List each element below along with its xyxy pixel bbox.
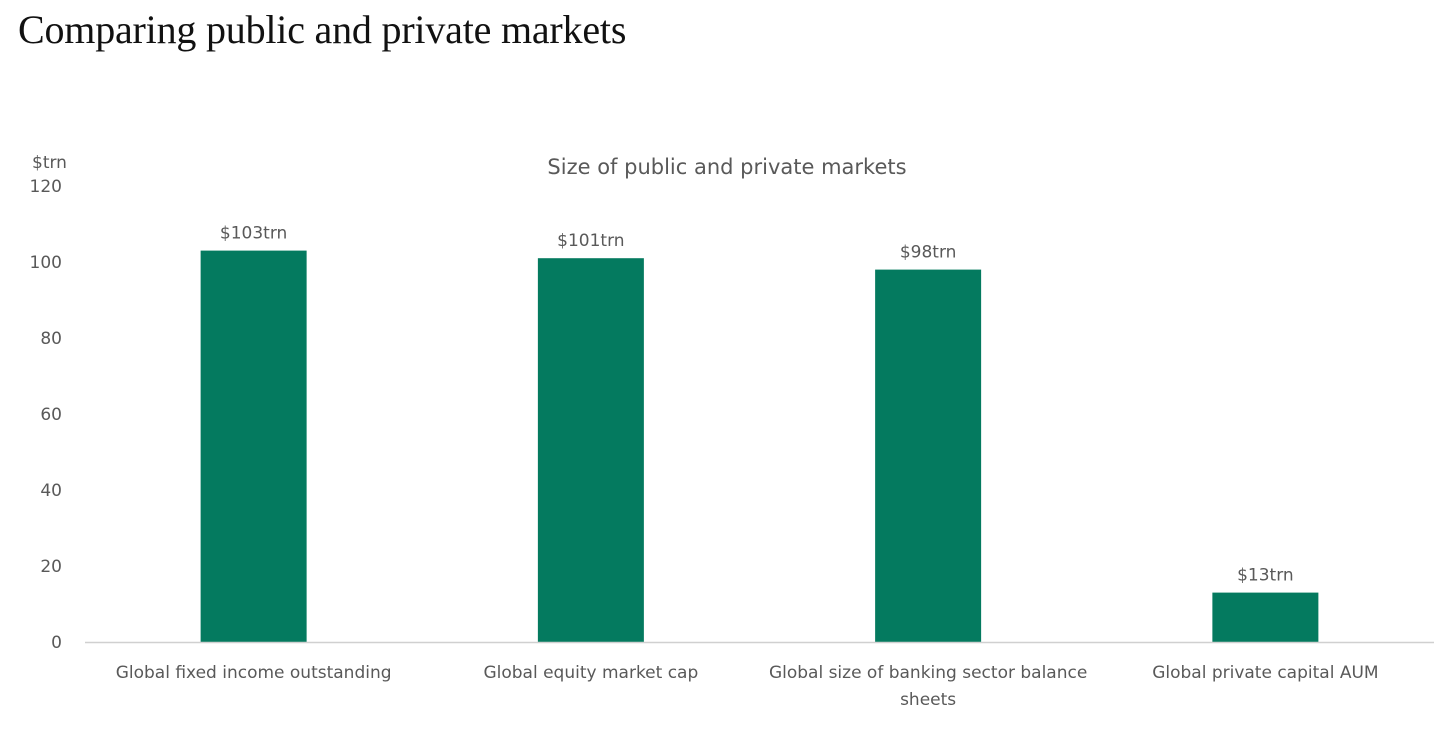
- y-tick-label: 80: [40, 329, 62, 349]
- data-label: $13trn: [1237, 566, 1294, 586]
- y-tick-label: 0: [51, 633, 62, 653]
- category-label: Global equity market cap: [483, 663, 698, 683]
- y-tick-label: 20: [40, 557, 62, 577]
- y-tick-label: 60: [40, 405, 62, 425]
- bar: [875, 269, 982, 642]
- bar: [1212, 592, 1319, 642]
- data-label: $98trn: [900, 243, 957, 263]
- chart-title: Size of public and private markets: [547, 155, 906, 179]
- bar: [200, 250, 307, 642]
- bar: [537, 258, 644, 642]
- category-label: Global private capital AUM: [1152, 663, 1378, 683]
- y-tick-label: 40: [40, 481, 62, 501]
- page-title: Comparing public and private markets: [18, 7, 627, 52]
- y-tick-label: 100: [30, 253, 62, 273]
- category-label: Global size of banking sector balance she…: [769, 663, 1087, 710]
- y-axis-unit-label: $trn: [32, 153, 67, 173]
- data-label: $101trn: [557, 231, 624, 251]
- category-label: Global fixed income outstanding: [116, 663, 392, 683]
- y-tick-label: 120: [30, 177, 62, 197]
- data-label: $103trn: [220, 224, 287, 244]
